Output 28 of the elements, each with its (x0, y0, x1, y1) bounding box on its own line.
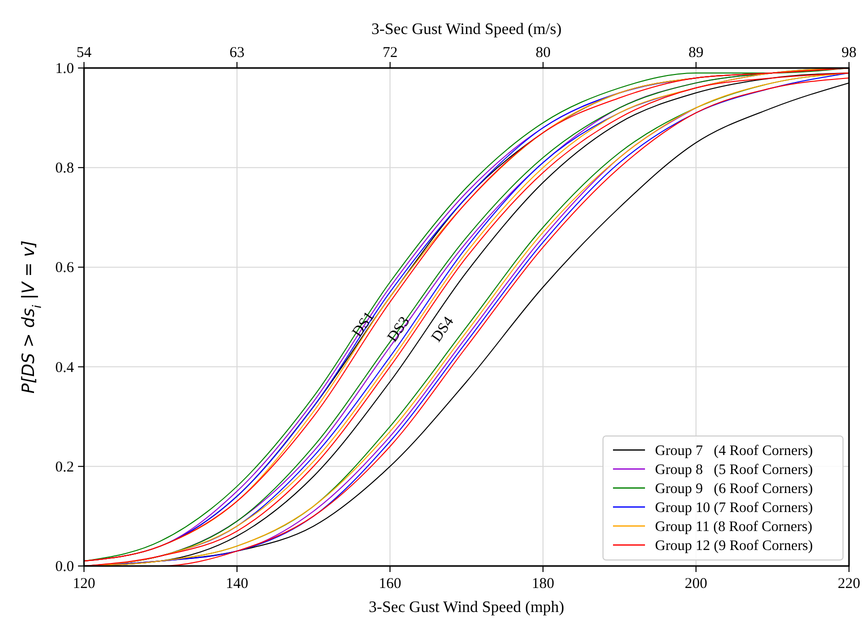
x2-tick-label: 80 (536, 45, 551, 61)
x-tick-label: 160 (378, 576, 402, 592)
x-tick-label: 120 (72, 576, 96, 592)
annotation: DS1 (350, 309, 378, 340)
y-tick-label: 0.6 (55, 260, 74, 276)
x2-tick-label: 89 (688, 45, 704, 61)
y-tick-label: 0.0 (55, 559, 74, 575)
y-tick-label: 0.8 (55, 160, 74, 177)
legend-label: Group 12 (9 Roof Corners) (655, 538, 814, 554)
x-tick-label: 180 (532, 576, 554, 592)
x2-tick-label: 98 (842, 45, 856, 61)
legend-label: Group 11 (8 Roof Corners) (655, 519, 812, 535)
x-tick-label: 140 (226, 576, 248, 592)
x2-tick-label: 72 (382, 45, 398, 61)
y-tick-label: 0.4 (55, 360, 74, 376)
x2-axis-title: 3-Sec Gust Wind Speed (m/s) (371, 21, 562, 38)
legend-label: Group 10 (7 Roof Corners) (655, 500, 814, 516)
legend-label: Group 8 (5 Roof Corners) (655, 462, 814, 478)
y-tick-label: 0.2 (55, 459, 74, 476)
legend-label: Group 7 (4 Roof Corners) (655, 443, 814, 459)
x2-tick-label: 63 (229, 45, 244, 61)
x-axis-title: 3-Sec Gust Wind Speed (mph) (368, 599, 564, 616)
legend-label: Group 9 (6 Roof Corners) (655, 481, 814, 497)
x-tick-label: 220 (838, 576, 860, 592)
x2-tick-label: 54 (76, 45, 92, 61)
y-tick-label: 1.0 (55, 61, 74, 77)
annotation: DS3 (384, 314, 414, 346)
x-tick-label: 200 (684, 576, 708, 592)
